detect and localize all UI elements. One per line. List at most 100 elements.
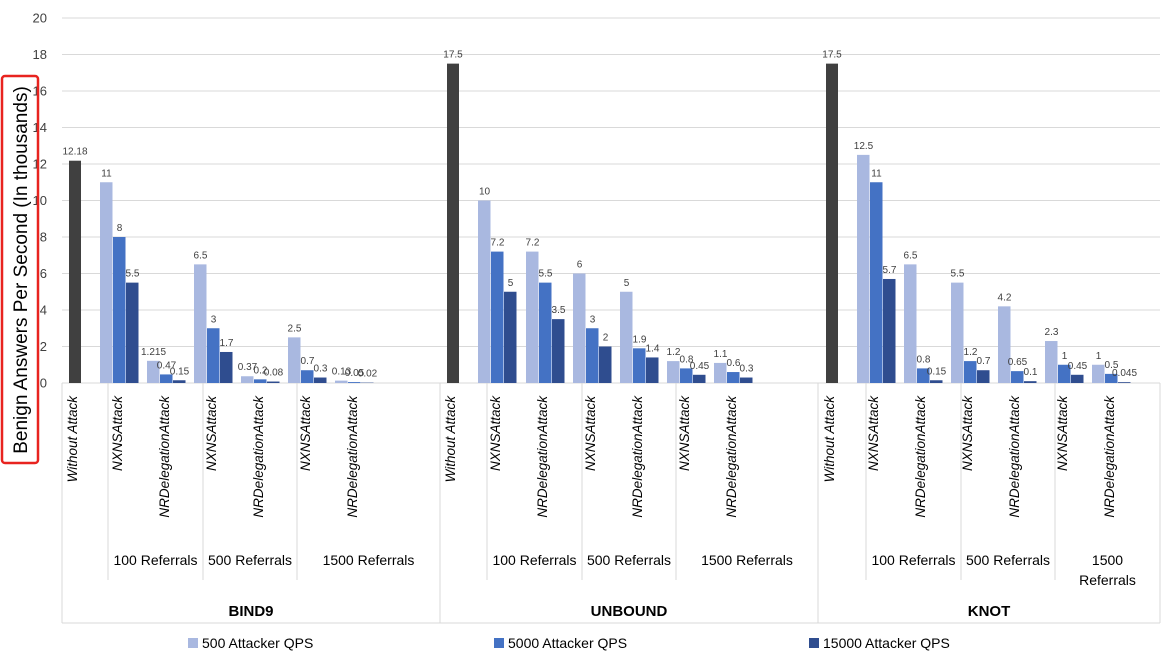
y-tick-label: 14 — [33, 120, 47, 135]
bar — [478, 200, 491, 383]
data-label: 3 — [590, 314, 596, 325]
server-label: UNBOUND — [591, 603, 668, 620]
data-label: 5.7 — [883, 265, 897, 276]
bar — [599, 346, 612, 383]
y-tick-label: 20 — [33, 11, 47, 26]
bar — [207, 328, 220, 383]
data-label: 3 — [211, 314, 217, 325]
bar — [917, 368, 930, 383]
bar — [1045, 341, 1058, 383]
data-label: 0.13 — [332, 367, 352, 378]
data-label: 1.215 — [141, 347, 166, 358]
bar — [539, 282, 552, 383]
group-label: 1500 Referrals — [701, 552, 793, 568]
bar — [194, 264, 207, 383]
bar — [977, 370, 990, 383]
legend-swatch — [494, 638, 504, 648]
data-label: 0.65 — [1008, 357, 1028, 368]
x-category-label: NRDelegationAttack — [345, 395, 360, 518]
y-tick-label: 10 — [33, 193, 47, 208]
bar — [288, 337, 301, 383]
data-label: 11 — [871, 168, 882, 179]
data-labels: 12.181185.51.2150.470.156.531.70.370.20.… — [62, 50, 1137, 380]
gridlines — [62, 17, 1160, 384]
data-label: 0.37 — [238, 362, 258, 373]
y-tick-label: 16 — [33, 84, 47, 99]
x-category-label: NRDelegationAttack — [157, 395, 172, 518]
data-label: 0.02 — [358, 369, 378, 380]
legend-label: 5000 Attacker QPS — [508, 635, 627, 651]
bar-without-attack — [69, 160, 81, 383]
category-separators — [61, 383, 1161, 624]
bar — [113, 237, 126, 383]
bar — [126, 282, 139, 383]
data-label: 1.9 — [633, 334, 647, 345]
bar — [620, 291, 633, 383]
x-category-label: NRDelegationAttack — [630, 395, 645, 518]
bar — [998, 306, 1011, 383]
bar — [173, 380, 186, 383]
bar — [870, 182, 883, 383]
x-category-label: NXNSAttack — [110, 395, 125, 471]
bar-without-attack — [447, 63, 459, 383]
bar — [693, 374, 706, 383]
bar — [964, 361, 977, 383]
x-category-label: NRDelegationAttack — [1102, 395, 1117, 518]
bar — [586, 328, 599, 383]
bar — [930, 380, 943, 383]
x-category-label: NXNSAttack — [204, 395, 219, 471]
data-label: 10 — [479, 187, 491, 198]
bar — [633, 348, 646, 383]
y-tick-label: 8 — [40, 230, 47, 245]
bar — [857, 154, 870, 383]
group-label: 100 Referrals — [492, 552, 576, 568]
data-label: 0.15 — [170, 366, 190, 377]
data-label: 0.7 — [301, 356, 315, 367]
bar — [740, 377, 753, 383]
data-label: 5.5 — [951, 269, 965, 280]
bar — [220, 351, 233, 383]
data-label: 7.2 — [526, 238, 540, 249]
bar — [573, 273, 586, 383]
data-label: 1.1 — [714, 349, 728, 360]
data-label: 1.4 — [646, 343, 660, 354]
bar — [504, 291, 517, 383]
bar — [646, 357, 659, 383]
legend-swatch — [188, 638, 198, 648]
data-label: 2.5 — [288, 323, 302, 334]
data-label: 6.5 — [904, 250, 918, 261]
data-label: 7.2 — [491, 238, 505, 249]
data-label: 4.2 — [998, 292, 1012, 303]
bar — [1105, 373, 1118, 383]
y-tick-label: 18 — [33, 47, 47, 62]
bar — [951, 282, 964, 383]
legend: 500 Attacker QPS 5000 Attacker QPS 15000 A… — [188, 635, 950, 651]
bar — [301, 370, 314, 383]
data-label: 1 — [1062, 351, 1068, 362]
x-category-label: NXNSAttack — [1055, 395, 1070, 471]
data-label: 0.47 — [157, 360, 177, 371]
x-category-label: NRDelegationAttack — [535, 395, 550, 518]
bar — [267, 381, 280, 383]
bar — [680, 368, 693, 383]
bar — [1071, 374, 1084, 383]
y-axis-label-group: Benign Answers Per Second (In thousands) — [0, 74, 40, 465]
data-label: 0.3 — [314, 364, 328, 375]
x-category-label: Without Attack — [65, 395, 80, 483]
y-axis-ticks: 0 2 4 6 8 10 12 14 16 18 20 — [33, 11, 47, 391]
data-label: 12.18 — [62, 147, 87, 158]
bar-without-attack — [826, 63, 838, 383]
data-label: 6 — [577, 260, 583, 271]
bar — [667, 361, 680, 383]
group-label: 500 Referrals — [208, 552, 292, 568]
data-label: 0.15 — [927, 366, 947, 377]
legend-swatch — [809, 638, 819, 648]
data-label: 5.5 — [126, 269, 140, 280]
bar — [526, 251, 539, 383]
bar — [1118, 382, 1131, 383]
bar — [1092, 364, 1105, 383]
bar — [1011, 371, 1024, 383]
y-tick-label: 4 — [40, 303, 47, 318]
bar — [348, 382, 361, 383]
x-category-label: NXNSAttack — [866, 395, 881, 471]
